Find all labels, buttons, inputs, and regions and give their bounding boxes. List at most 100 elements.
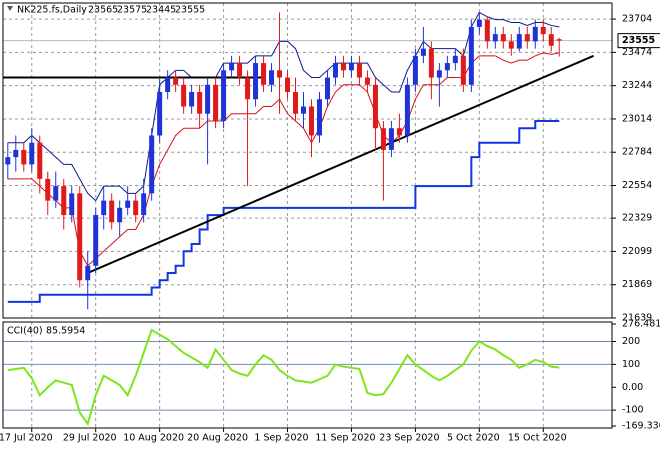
candle-body bbox=[348, 63, 354, 71]
price-label: 23555 bbox=[622, 35, 655, 46]
candle-body bbox=[261, 63, 267, 85]
candle-body bbox=[548, 34, 554, 46]
candle-body bbox=[61, 186, 67, 216]
candle-body bbox=[173, 77, 179, 85]
candle-body bbox=[301, 106, 307, 114]
y-tick-label: 100 bbox=[622, 359, 640, 370]
open-value: 23565 bbox=[88, 5, 118, 16]
candle-body bbox=[29, 142, 35, 165]
candle-body bbox=[532, 26, 538, 42]
candle-body bbox=[149, 135, 155, 194]
candle-body bbox=[428, 48, 434, 78]
candle-body bbox=[13, 149, 19, 158]
candle-body bbox=[277, 70, 283, 78]
indicator-line bbox=[7, 52, 560, 267]
y-tick-label: 21869 bbox=[622, 279, 652, 290]
candle-body bbox=[69, 193, 75, 216]
candle-body bbox=[285, 77, 291, 93]
candle-body bbox=[21, 149, 27, 165]
x-tick-label: 10 Aug 2020 bbox=[123, 433, 184, 444]
candle-body bbox=[253, 63, 259, 100]
candle-body bbox=[93, 215, 99, 266]
candle-body bbox=[340, 63, 346, 71]
candle-body bbox=[101, 200, 107, 216]
candle-body bbox=[45, 178, 51, 201]
indicator-line bbox=[7, 119, 560, 303]
candle-body bbox=[540, 26, 546, 35]
indicator-title: CCI(40) bbox=[7, 326, 43, 337]
candle-body bbox=[468, 26, 474, 85]
candle-body bbox=[213, 84, 219, 121]
x-tick-label: 17 Jul 2020 bbox=[0, 433, 53, 444]
price-label-box bbox=[617, 33, 660, 49]
candle-body bbox=[229, 63, 235, 71]
y-tick-label: 0.00 bbox=[622, 382, 643, 393]
indicator-line bbox=[7, 11, 560, 202]
low-value: 23445 bbox=[146, 5, 176, 16]
y-tick-label: 22329 bbox=[622, 213, 652, 224]
candle-body bbox=[308, 106, 314, 136]
candle-body bbox=[117, 207, 123, 223]
x-tick-label: 23 Sep 2020 bbox=[379, 433, 439, 444]
chart-title: NK225.fs,Daily bbox=[17, 5, 87, 16]
trendline bbox=[87, 54, 595, 274]
y-tick-label: 23244 bbox=[622, 80, 652, 91]
candle-body bbox=[492, 34, 498, 42]
candle-body bbox=[404, 84, 410, 136]
candle-body bbox=[5, 157, 11, 165]
y-tick-label: 23474 bbox=[622, 47, 652, 58]
candle-body bbox=[109, 200, 115, 223]
candle-body bbox=[508, 41, 514, 49]
candle-body bbox=[316, 99, 322, 136]
indicator-value: 85.5954 bbox=[46, 326, 85, 337]
indicator-line bbox=[7, 328, 560, 427]
y-tick-label: 23014 bbox=[622, 113, 652, 124]
candle-body bbox=[332, 63, 338, 78]
y-tick-label: 22099 bbox=[622, 246, 652, 257]
candle-body bbox=[165, 77, 171, 93]
x-tick-label: 15 Oct 2020 bbox=[508, 433, 567, 444]
candle-body bbox=[85, 265, 91, 281]
candle-body bbox=[53, 186, 59, 201]
candle-body bbox=[388, 128, 394, 150]
candle-body bbox=[516, 34, 522, 49]
candle-body bbox=[324, 77, 330, 100]
candle-body bbox=[133, 200, 139, 216]
candle-body bbox=[141, 193, 147, 216]
candle-body bbox=[245, 77, 251, 100]
candle-body bbox=[420, 48, 426, 56]
candle-body bbox=[476, 19, 482, 27]
y-tick-label: 200 bbox=[622, 336, 640, 347]
candle-body bbox=[197, 92, 203, 114]
x-tick-label: 1 Sep 2020 bbox=[254, 433, 308, 444]
candle-body bbox=[157, 92, 163, 136]
candle-body bbox=[460, 55, 466, 85]
candle-body bbox=[556, 39, 562, 41]
candle-body bbox=[356, 63, 362, 78]
candle-body bbox=[125, 200, 131, 208]
candle-body bbox=[37, 142, 43, 179]
cci-panel-frame bbox=[2, 321, 613, 429]
candle-body bbox=[77, 193, 83, 281]
candle-body bbox=[436, 70, 442, 78]
candle-body bbox=[380, 128, 386, 150]
plot-layer: 17 Jul 2020 29 Jul 2020 10 Aug 2020 20 Aug … bbox=[0, 3, 660, 444]
x-tick-label: 29 Jul 2020 bbox=[63, 433, 117, 444]
candle-body bbox=[293, 92, 299, 114]
candle-body bbox=[372, 84, 378, 129]
candle-body bbox=[189, 92, 195, 107]
candle-body bbox=[221, 70, 227, 121]
high-value: 23575 bbox=[117, 5, 147, 16]
x-tick-label: 5 Oct 2020 bbox=[447, 433, 500, 444]
x-tick-label: 20 Aug 2020 bbox=[187, 433, 248, 444]
y-tick-label: 21639 bbox=[622, 313, 652, 324]
candle-body bbox=[524, 34, 530, 42]
y-tick-label: 22554 bbox=[622, 180, 652, 191]
y-tick-label: 276.4817 bbox=[622, 319, 660, 330]
candle-body bbox=[237, 63, 243, 78]
candle-body bbox=[452, 55, 458, 64]
main-panel-frame bbox=[2, 2, 613, 319]
y-tick-label: -169.336 bbox=[622, 421, 660, 432]
candle-body bbox=[484, 19, 490, 42]
